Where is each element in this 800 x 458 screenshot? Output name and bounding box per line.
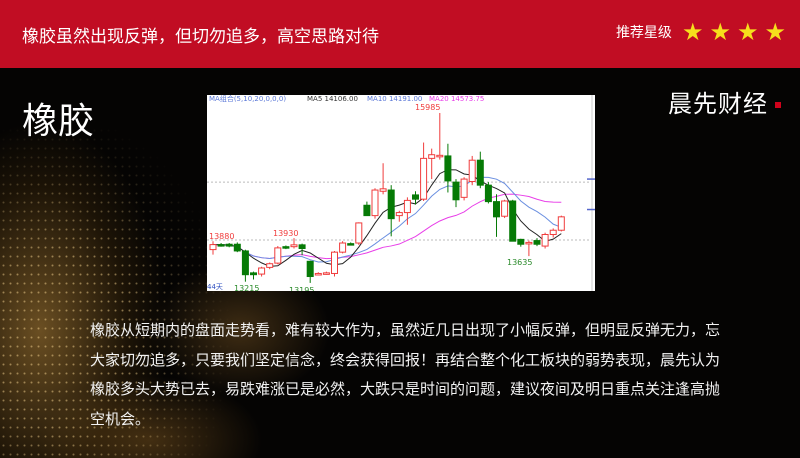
candle-body — [412, 194, 419, 200]
candle-body — [484, 184, 492, 203]
candle-body — [371, 189, 379, 217]
high-label: 13880 — [209, 232, 234, 241]
candle-body — [314, 272, 322, 276]
candle-body — [557, 216, 565, 231]
candle-body — [233, 243, 241, 252]
high-label: 13930 — [273, 229, 298, 238]
candle-body — [266, 263, 274, 268]
candle-body — [436, 154, 444, 158]
candle-body — [379, 188, 387, 192]
candle-body — [541, 233, 549, 247]
candle-body — [274, 247, 282, 264]
candle-body — [250, 272, 257, 276]
candle-body — [420, 157, 428, 200]
candle-body — [476, 159, 484, 186]
candle-body — [468, 159, 476, 183]
candle-body — [460, 178, 468, 198]
headline: 橡胶虽然出现反弹，但切勿追多，高空思路对待 — [22, 26, 379, 47]
candle-body — [493, 201, 500, 218]
commodity-title: 橡胶 — [22, 101, 95, 142]
indicator-label: MA组合(5,10,20,0,0,0) — [209, 95, 286, 103]
candlestick-chart: MA组合(5,10,20,0,0,0) MA5 14106.00 MA10 1419… — [207, 95, 595, 291]
candle-body — [452, 181, 460, 201]
candle-body — [403, 199, 411, 214]
rating-label: 推荐星级 — [615, 25, 672, 41]
candle-body — [241, 250, 249, 276]
candle-body — [395, 212, 403, 217]
star-icon: ★ — [709, 18, 731, 46]
ma10-line — [212, 176, 562, 263]
ma10-label: MA10 14191.00 — [367, 95, 422, 103]
chart-canvas: MA组合(5,10,20,0,0,0) MA5 14106.00 MA10 1419… — [207, 95, 595, 291]
low-label: 13195 — [289, 286, 314, 291]
high-label: 15985 — [415, 103, 440, 112]
candle-body — [322, 272, 330, 275]
candle-body — [306, 260, 314, 278]
candle-body — [517, 238, 525, 245]
candle-body — [428, 154, 436, 159]
header-bar: 橡胶虽然出现反弹，但切勿追多，高空思路对待 推荐星级 ★ ★ ★ ★ — [0, 0, 800, 68]
ma20-label: MA20 14573.75 — [429, 95, 484, 103]
low-label: 13215 — [234, 284, 259, 291]
low-label: 13635 — [507, 258, 532, 267]
star-icon: ★ — [736, 18, 759, 46]
candle-body — [501, 200, 509, 217]
ma5-label: MA5 14106.00 — [307, 95, 358, 103]
candle-body — [339, 242, 347, 253]
candle-body — [331, 251, 338, 274]
period-label: 44天 — [207, 283, 223, 291]
candle-body — [509, 200, 517, 242]
star-icon: ★ — [764, 18, 786, 46]
brand-logo: 晨先财经 — [668, 90, 768, 118]
candle-body — [525, 241, 533, 245]
candle-body — [444, 155, 452, 182]
candle-body — [549, 229, 557, 235]
candle-body — [387, 189, 395, 220]
candle-body — [290, 244, 298, 248]
ma5-line — [212, 169, 562, 267]
candle-body — [225, 243, 233, 247]
brand-dot — [775, 102, 781, 108]
candle-body — [533, 240, 541, 245]
candle-body — [355, 222, 363, 244]
star-icon: ★ — [681, 18, 704, 46]
candle-body — [209, 244, 217, 251]
candle-body — [258, 267, 266, 275]
candle-body — [363, 204, 371, 217]
candle-body — [282, 246, 290, 249]
rating: 推荐星级 ★ ★ ★ ★ — [616, 20, 786, 44]
ma20-line — [212, 193, 562, 260]
candle-body — [347, 243, 355, 246]
candle-body — [217, 244, 225, 247]
candle-body — [298, 244, 306, 250]
analysis-paragraph: 橡胶从短期内的盘面走势看，难有较大作为，虽然近几日出现了小幅反弹，但明显反弹无力… — [90, 321, 721, 428]
